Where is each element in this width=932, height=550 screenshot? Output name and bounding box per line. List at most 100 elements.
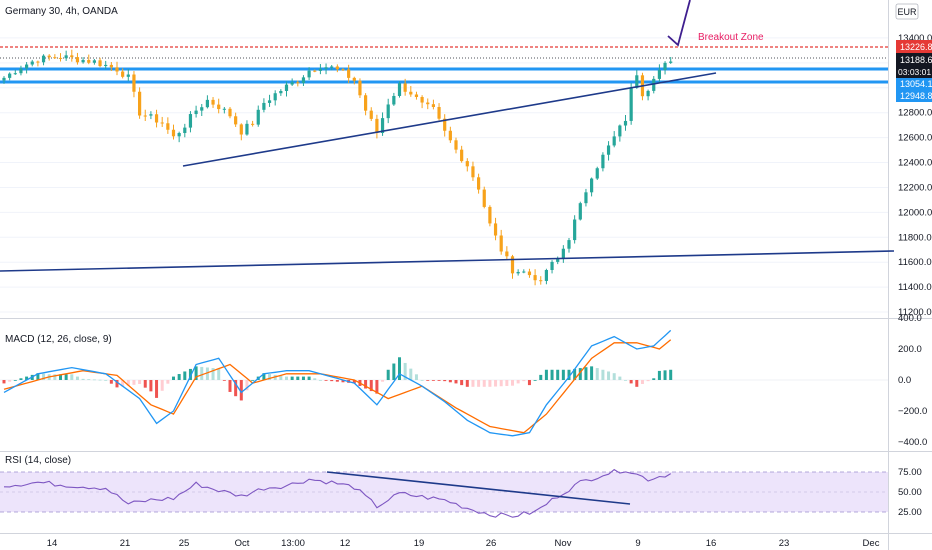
- currency-label: EUR: [897, 7, 917, 17]
- macd-histogram-bar: [42, 373, 46, 380]
- macd-histogram-bar: [511, 380, 514, 386]
- macd-histogram-bar: [607, 371, 611, 380]
- candle-body: [36, 61, 40, 63]
- currency-box[interactable]: [895, 3, 919, 20]
- macd-histogram-bar: [640, 380, 644, 384]
- candle-body: [121, 71, 125, 77]
- macd-histogram-bar: [268, 374, 272, 380]
- macd-histogram-bar: [341, 380, 345, 383]
- macd-histogram-bar: [87, 379, 91, 380]
- rsi-divergence-trendline[interactable]: [326, 471, 631, 505]
- macd-histogram-bar: [364, 380, 368, 389]
- resistance-badge: [896, 40, 932, 53]
- candle-body: [222, 108, 226, 110]
- zone-upper-badge: [896, 78, 932, 90]
- candle-body: [239, 124, 243, 135]
- macd-histogram-bar: [222, 380, 226, 381]
- candle-body: [403, 83, 407, 92]
- price-tick-label: 13400.0: [898, 33, 932, 44]
- candle-body: [544, 269, 548, 281]
- candle-body: [307, 70, 311, 78]
- time-tick-label: 12: [340, 538, 351, 549]
- countdown-badge: [896, 66, 932, 78]
- macd-histogram-bar: [369, 380, 373, 392]
- price-tick-label: 11800.0: [898, 232, 932, 243]
- candle-body: [578, 203, 582, 220]
- macd-histogram-bar: [527, 380, 531, 386]
- macd-histogram-bar: [420, 380, 424, 381]
- macd-histogram-bar: [573, 368, 577, 380]
- macd-histogram-bar: [188, 368, 192, 380]
- macd-histogram-bar: [386, 369, 390, 380]
- macd-histogram-bar: [25, 376, 29, 380]
- last-price-badge: [896, 53, 932, 66]
- macd-tick-label: −200.0: [898, 406, 927, 417]
- candle-body: [612, 136, 616, 146]
- candle-body: [70, 55, 74, 58]
- macd-histogram-bar: [477, 380, 481, 387]
- macd-histogram-bar: [635, 380, 639, 387]
- macd-histogram-bar: [211, 368, 215, 380]
- chart-background: [0, 0, 888, 550]
- long-support-trendline[interactable]: [0, 250, 895, 272]
- macd-histogram-bar: [624, 380, 627, 381]
- zone-lower-badge: [896, 90, 932, 102]
- macd-histogram-bar: [121, 380, 125, 387]
- candle-body: [126, 74, 130, 77]
- candle-body: [606, 145, 611, 155]
- macd-histogram-bar: [149, 380, 153, 392]
- macd-histogram-bar: [217, 368, 221, 380]
- macd-histogram-bar: [70, 374, 74, 380]
- candle-body: [454, 140, 458, 150]
- macd-histogram-bar: [392, 363, 396, 380]
- candle-body: [386, 104, 390, 119]
- candle-body: [200, 107, 204, 111]
- candle-body: [177, 133, 181, 137]
- macd-histogram-bar: [36, 373, 40, 380]
- candle-body: [81, 59, 85, 63]
- candle-body: [652, 78, 656, 91]
- macd-histogram-bar: [115, 380, 119, 388]
- ascending-trendline[interactable]: [182, 72, 717, 167]
- candle-body: [499, 235, 503, 252]
- macd-histogram-bar: [200, 366, 204, 380]
- macd-histogram-bar: [652, 378, 656, 380]
- time-tick-label: 13:00: [281, 538, 305, 549]
- macd-histogram-bar: [155, 380, 159, 398]
- macd-histogram-bar: [663, 370, 667, 380]
- price-tick-label: 11400.0: [898, 282, 932, 293]
- candle-body: [109, 64, 113, 68]
- macd-histogram-bar: [245, 380, 249, 391]
- candle-body: [669, 61, 673, 63]
- breakout-projection-arrow[interactable]: [667, 0, 691, 47]
- candle-body: [556, 259, 560, 262]
- price-tick-label: 12600.0: [898, 133, 932, 144]
- macd-histogram-bar: [8, 380, 12, 382]
- macd-histogram-bar: [550, 369, 554, 380]
- candle-body: [149, 114, 153, 116]
- rsi-axis: 75.00 50.00 25.00: [898, 467, 922, 518]
- candle-body: [629, 87, 633, 121]
- candle-body: [234, 116, 238, 125]
- macd-histogram-bar: [301, 376, 305, 380]
- candle-body: [13, 73, 17, 75]
- time-tick-label: 16: [706, 538, 717, 549]
- candle-body: [443, 118, 447, 131]
- candle-body: [256, 109, 260, 125]
- candle-body: [369, 110, 373, 119]
- macd-histogram-bar: [618, 376, 622, 380]
- candle-body: [30, 61, 34, 65]
- candle-body: [296, 82, 300, 84]
- candle-body: [115, 67, 119, 72]
- candle-body: [160, 122, 164, 124]
- macd-histogram-bar: [426, 380, 430, 381]
- macd-histogram-bar: [132, 380, 136, 385]
- macd-histogram-bar: [318, 380, 322, 381]
- macd-histogram-bar: [544, 369, 548, 380]
- macd-histogram-bar: [81, 378, 85, 380]
- macd-label: MACD (12, 26, close, 9): [5, 334, 112, 345]
- macd-histogram-bar: [482, 380, 486, 387]
- candle-body: [375, 118, 379, 133]
- candle-body: [471, 166, 475, 178]
